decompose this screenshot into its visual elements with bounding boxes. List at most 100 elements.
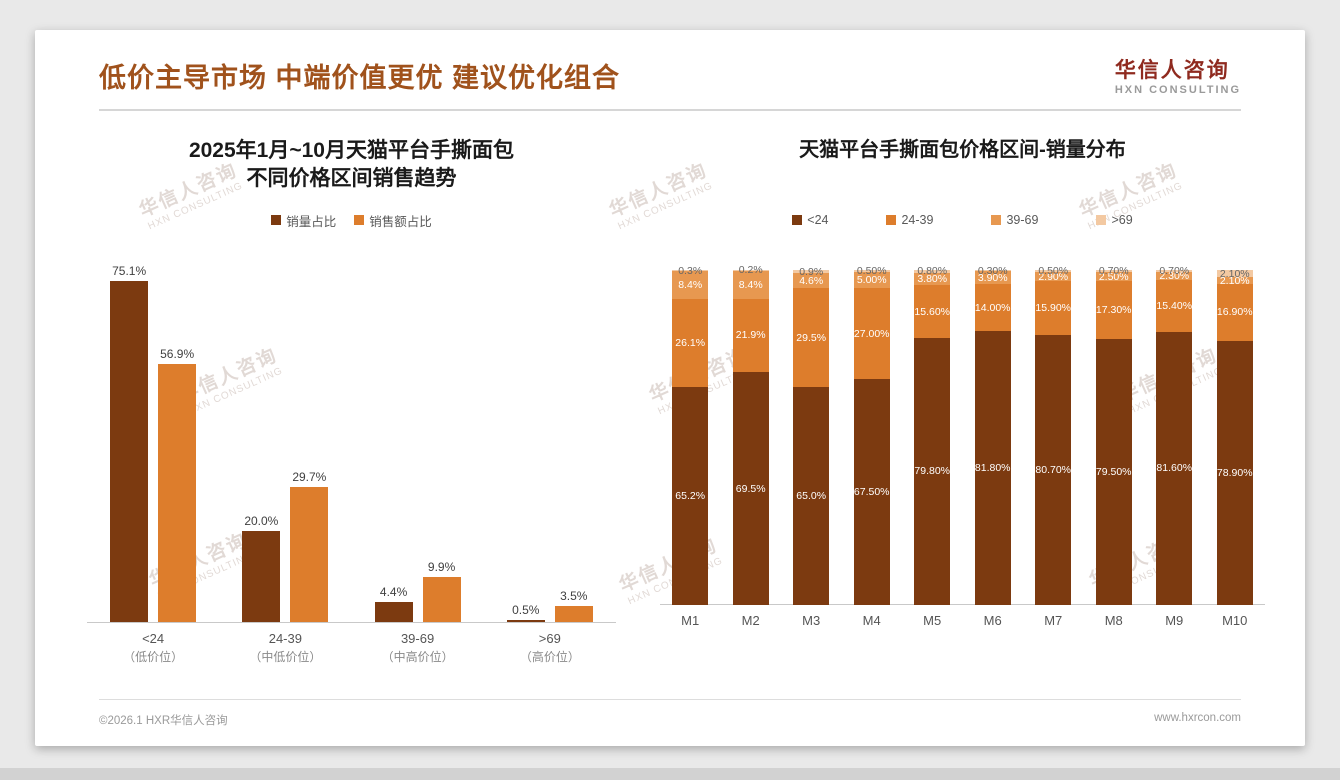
segment-<24: 81.80% [974,330,1011,605]
segment-value-label: 14.00% [974,301,1011,314]
x-axis-label: M7 [1044,613,1063,628]
legend-item: 24-39 [886,213,933,227]
left-chart-plot: 75.1% 56.9% 20.0% 29.7% 4.4% 9.9% 0.5% 3.5% [87,243,616,623]
slide-header: 低价主导市场 中端价值更优 建议优化组合 华信人咨询 HXN CONSULTIN… [99,30,1241,111]
segment-24-39: 26.1% [672,299,709,387]
bar [422,577,461,622]
x-axis-label: 39-69 （中高价位） [351,630,483,666]
x-axis-label: M9 [1165,613,1184,628]
segment-<24: 65.2% [672,386,709,605]
x-axis-label-main: 24-39 [268,631,302,646]
segment-39-69: 3.80% [914,272,951,286]
segment-<24: 79.80% [914,337,951,605]
bar-group: 75.1% 56.9% [110,264,197,622]
segment-value-label: 3.90% [977,271,1008,284]
segment-value-label: 0.3% [678,264,703,277]
legend-label: 销量占比 [286,214,337,229]
segment-value-label: 79.80% [914,465,951,478]
stacked-bar: 67.50% 27.00% 5.00% 0.50% [853,265,890,605]
segment-value-label: 0.2% [738,264,763,277]
legend-item: <24 [792,213,828,227]
segment-value-label: 0.30% [977,264,1008,277]
segment-value-label: 15.60% [914,305,951,318]
segment-value-label: 2.10% [1219,267,1250,280]
segment-value-label: 2.10% [1219,274,1250,287]
segment-value-label: 0.70% [1098,265,1129,278]
segment-value-label: 4.6% [799,274,824,287]
segment-24-39: 21.9% [732,298,769,373]
logo-subtitle: HXN CONSULTING [1114,84,1241,96]
stacked-bar: 80.70% 15.90% 2.90% 0.50% [1035,265,1072,605]
bar-wrap: 56.9% [158,347,197,622]
x-axis-label: >69 （高价位） [484,630,616,666]
segment-39-69: 4.6% [793,273,830,289]
right-chart-plot: 65.2% 26.1% 8.4% 0.3% 69.5% 21.9% 8.4% 0.2% 65.0… [659,264,1265,605]
stacked-bar: 65.2% 26.1% 8.4% 0.3% [672,265,709,605]
legend-label: 39-69 [1006,213,1039,227]
segment-value-label: 17.30% [1095,303,1132,316]
segment->69: 0.30% [974,265,1011,277]
right-chart-x-axis: M1 M2 M3 M4 M5 M6 M7 M8 M9 M10 [660,612,1265,631]
segment-value-label: 3.80% [917,273,948,286]
segment-39-69: 3.90% [974,271,1011,285]
segment-value-label: 81.80% [974,461,1011,474]
right-chart-title: 天猫平台手撕面包价格区间-销量分布 [799,139,1126,161]
segment-value-label: 65.0% [796,490,827,503]
segment-39-69: 2.30% [1156,270,1193,282]
segment-39-69: 2.90% [1035,270,1072,283]
slide: 华信人咨询 HXN CONSULTING 华信人咨询 HXN CONSULTING 华信… [35,30,1305,746]
segment-value-label: 0.50% [856,264,887,277]
segment-value-label: 2.90% [1038,270,1069,283]
x-axis-label-sub: （低价位） [123,649,184,664]
segment-39-69: 5.00% [853,271,890,289]
bar-wrap: 3.5% [554,589,593,622]
logo-name: 华信人咨询 [1114,59,1230,82]
segment-<24: 81.60% [1156,331,1193,605]
segment-value-label: 16.90% [1216,306,1253,319]
x-axis-label: M6 [983,613,1002,628]
website-url: www.hxrcon.com [1154,712,1241,724]
legend-label: 销售额占比 [369,214,432,229]
segment-value-label: 65.2% [675,489,706,502]
segment-value-label: 0.9% [799,265,824,278]
bar-wrap: 4.4% [374,585,413,622]
x-axis-label-main: <24 [142,631,165,646]
bar-group: 0.5% 3.5% [506,589,593,622]
segment-value-label: 69.5% [735,482,766,495]
charts-area: 2025年1月~10月天猫平台手撕面包 不同价格区间销售趋势 销量占比 销售额占比… [69,111,1271,699]
page-title: 低价主导市场 中端价值更优 建议优化组合 [99,62,621,93]
stacked-bar: 69.5% 21.9% 8.4% 0.2% [732,264,769,605]
segment-<24: 79.50% [1095,338,1132,605]
segment-value-label: 0.70% [1159,265,1190,278]
bar-value-label: 4.4% [379,585,408,600]
segment-39-69: 2.10% [1216,274,1253,287]
segment->69: 0.70% [1095,265,1132,277]
left-chart-legend: 销量占比 销售额占比 [87,207,616,233]
segment-24-39: 17.30% [1095,280,1132,339]
segment->69: 0.70% [1156,265,1193,277]
x-axis-label-main: 39-69 [400,631,435,646]
x-axis-label-main: >69 [538,631,561,646]
legend-item: 销量占比 [271,211,336,230]
segment-value-label: 26.1% [675,336,706,349]
left-chart-title-line2: 不同价格区间销售趋势 [246,167,457,191]
bar-wrap: 0.5% [506,603,545,622]
segment->69: 0.3% [672,265,709,277]
x-axis-label: M8 [1104,613,1123,628]
segment-value-label: 2.50% [1098,270,1129,283]
legend-item: >69 [1096,213,1133,227]
bar-group: 20.0% 29.7% [242,470,329,622]
x-axis-label: M2 [741,613,760,628]
segment-value-label: 80.70% [1035,463,1072,476]
legend-item: 39-69 [991,213,1038,227]
segment-<24: 65.0% [793,387,830,605]
company-logo: 华信人咨询 HXN CONSULTING [1115,54,1241,96]
segment-value-label: 0.80% [917,265,948,278]
legend-item: 销售额占比 [354,211,432,230]
segment->69: 2.10% [1216,267,1253,280]
left-chart-title: 2025年1月~10月天猫平台手撕面包 不同价格区间销售趋势 [87,137,616,201]
stacked-bar: 81.60% 15.40% 2.30% 0.70% [1156,265,1193,605]
segment-<24: 78.90% [1216,340,1253,605]
stacked-bar: 65.0% 29.5% 4.6% 0.9% [793,266,830,605]
left-chart-x-axis: <24 （低价位） 24-39 （中低价位） 39-69 （中高价位） >69 （高价位） [87,630,616,666]
